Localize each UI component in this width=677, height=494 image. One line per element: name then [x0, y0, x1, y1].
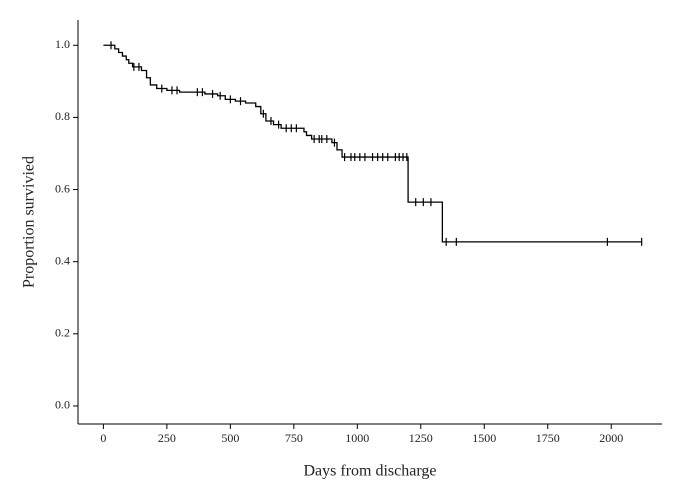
x-tick-label: 1000 [345, 431, 369, 445]
y-tick-label: 0.8 [55, 109, 70, 123]
y-axis-label: Proportion survivied [21, 156, 38, 288]
y-tick-label: 0.4 [55, 253, 70, 267]
x-tick-label: 250 [158, 431, 176, 445]
y-tick-label: 1.0 [55, 37, 70, 51]
x-tick-label: 1500 [472, 431, 496, 445]
y-tick-label: 0.6 [55, 181, 70, 195]
x-axis-label: Days from discharge [304, 463, 437, 480]
survival-curve [103, 44, 642, 243]
x-tick-label: 750 [285, 431, 303, 445]
x-tick-label: 1250 [409, 431, 433, 445]
y-tick-label: 0.0 [55, 398, 70, 412]
x-tick-label: 500 [221, 431, 239, 445]
x-tick-label: 1750 [536, 431, 560, 445]
x-tick-label: 0 [100, 431, 106, 445]
x-tick-label: 2000 [599, 431, 623, 445]
y-tick-label: 0.2 [55, 326, 70, 340]
